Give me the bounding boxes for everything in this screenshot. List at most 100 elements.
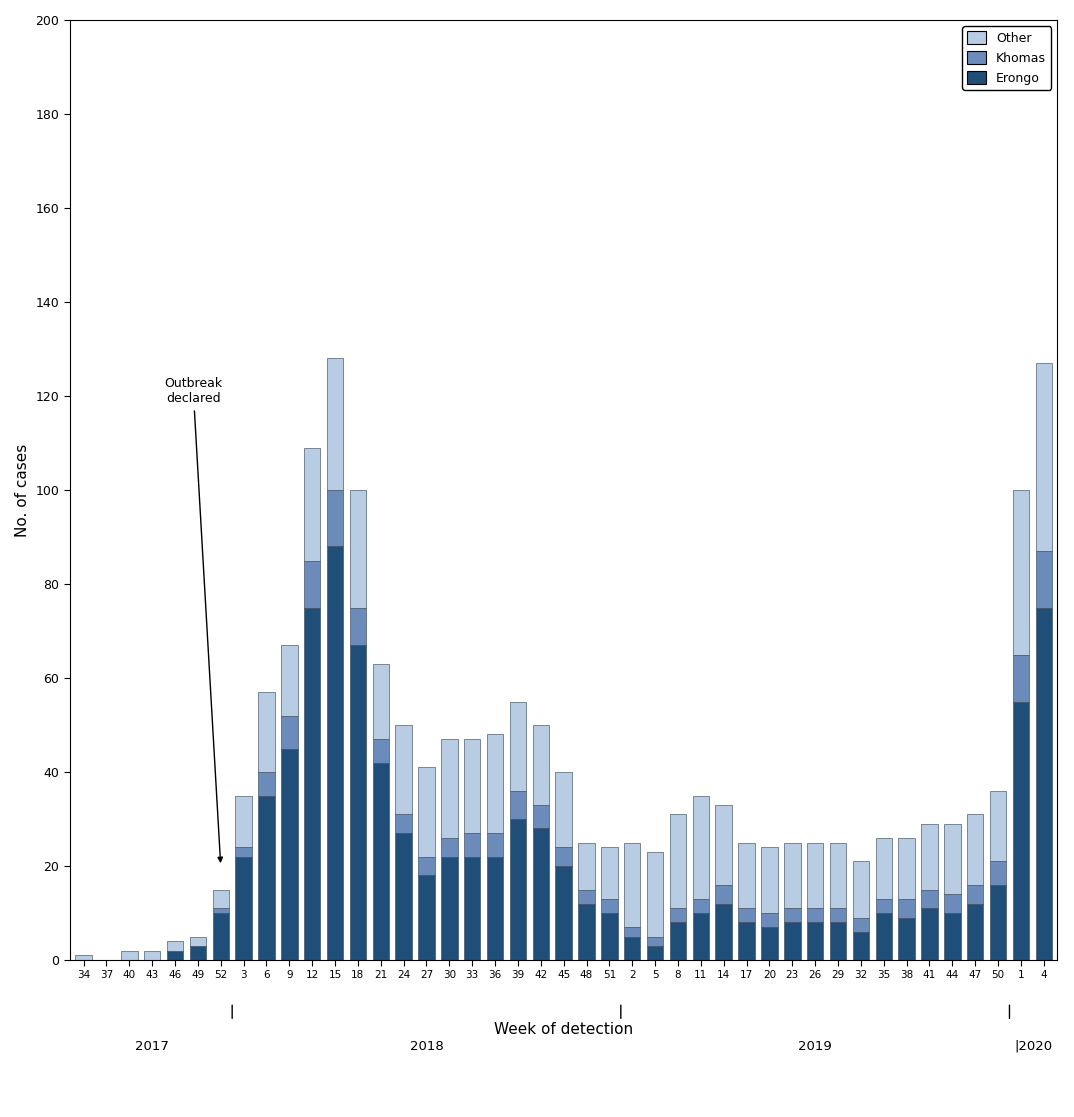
Bar: [647, 946, 664, 960]
Bar: [464, 857, 480, 960]
Bar: [967, 814, 984, 885]
Bar: [510, 819, 526, 960]
Bar: [418, 857, 435, 876]
Bar: [578, 889, 595, 904]
Bar: [75, 955, 91, 960]
Bar: [326, 546, 344, 960]
Bar: [807, 908, 824, 923]
Bar: [555, 847, 571, 866]
Bar: [555, 866, 571, 960]
Bar: [875, 899, 892, 913]
Bar: [418, 767, 435, 857]
Text: 2019: 2019: [798, 1040, 832, 1053]
Bar: [738, 842, 755, 908]
Bar: [395, 833, 411, 960]
Bar: [715, 885, 731, 904]
Bar: [601, 847, 618, 899]
Bar: [738, 923, 755, 960]
Bar: [373, 663, 389, 739]
Bar: [807, 923, 824, 960]
Bar: [441, 857, 458, 960]
Bar: [693, 899, 709, 913]
Bar: [921, 908, 938, 960]
Bar: [533, 829, 549, 960]
Bar: [487, 833, 504, 857]
Bar: [441, 739, 458, 838]
Bar: [281, 646, 297, 716]
Bar: [1035, 551, 1053, 608]
Bar: [944, 823, 960, 895]
Bar: [281, 716, 297, 748]
Bar: [670, 923, 686, 960]
Bar: [761, 913, 778, 927]
Bar: [830, 842, 846, 908]
Bar: [853, 932, 869, 960]
Bar: [487, 857, 504, 960]
Y-axis label: No. of cases: No. of cases: [15, 443, 30, 536]
Bar: [807, 842, 824, 908]
Bar: [647, 852, 664, 936]
Bar: [121, 951, 137, 960]
Bar: [898, 918, 915, 960]
Bar: [670, 814, 686, 908]
Bar: [1013, 490, 1029, 655]
Bar: [235, 857, 251, 960]
Bar: [601, 913, 618, 960]
Bar: [441, 838, 458, 857]
Bar: [693, 913, 709, 960]
Bar: [990, 861, 1006, 885]
Bar: [647, 936, 664, 946]
Legend: Other, Khomas, Erongo: Other, Khomas, Erongo: [962, 27, 1051, 89]
Bar: [418, 876, 435, 960]
Bar: [1035, 608, 1053, 960]
Bar: [533, 725, 549, 805]
Bar: [944, 895, 960, 913]
Bar: [578, 904, 595, 960]
Bar: [967, 904, 984, 960]
Bar: [944, 913, 960, 960]
Text: 2018: 2018: [409, 1040, 444, 1053]
Bar: [258, 693, 275, 772]
Bar: [784, 908, 800, 923]
Bar: [166, 942, 184, 951]
Bar: [213, 908, 229, 913]
Bar: [326, 359, 344, 490]
Bar: [715, 904, 731, 960]
Bar: [533, 805, 549, 829]
Bar: [601, 899, 618, 913]
Bar: [990, 791, 1006, 861]
Bar: [350, 646, 366, 960]
Bar: [830, 923, 846, 960]
Bar: [213, 889, 229, 908]
Text: Outbreak
declared: Outbreak declared: [164, 378, 222, 861]
Bar: [213, 913, 229, 960]
Bar: [464, 739, 480, 833]
Bar: [510, 791, 526, 819]
Bar: [350, 490, 366, 608]
Bar: [830, 908, 846, 923]
Bar: [670, 908, 686, 923]
Bar: [190, 936, 206, 946]
Bar: [624, 936, 640, 960]
Bar: [304, 448, 320, 561]
Bar: [395, 725, 411, 814]
Bar: [875, 838, 892, 899]
Bar: [875, 913, 892, 960]
Bar: [487, 735, 504, 833]
X-axis label: Week of detection: Week of detection: [494, 1022, 634, 1037]
Bar: [921, 823, 938, 889]
Bar: [304, 561, 320, 608]
Bar: [304, 608, 320, 960]
Bar: [350, 608, 366, 646]
Bar: [990, 885, 1006, 960]
Bar: [395, 814, 411, 833]
Bar: [373, 763, 389, 960]
Bar: [326, 490, 344, 546]
Bar: [373, 739, 389, 763]
Bar: [784, 923, 800, 960]
Bar: [738, 908, 755, 923]
Bar: [144, 951, 160, 960]
Bar: [235, 795, 251, 847]
Bar: [258, 795, 275, 960]
Bar: [1035, 363, 1053, 551]
